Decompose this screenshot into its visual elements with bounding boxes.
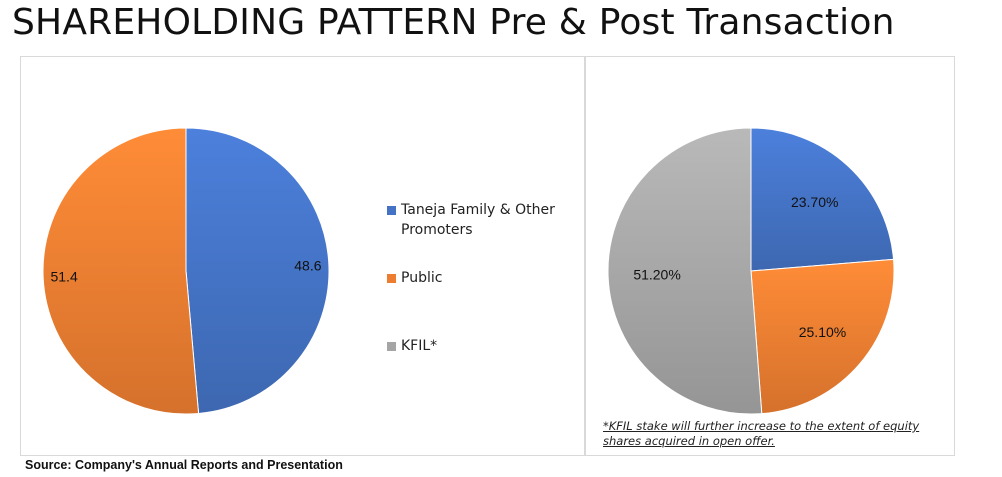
- pre-transaction-pie-chart: 48.6 51.4: [42, 127, 330, 415]
- post-data-label-0: 23.70%: [791, 194, 838, 210]
- post-transaction-pie-chart: 23.70% 25.10% 51.20%: [607, 127, 895, 415]
- legend-label-kfil: KFIL*: [401, 338, 438, 354]
- pre-slice-1: [42, 127, 200, 415]
- post-slice-1: [750, 258, 895, 415]
- legend-label-public: Public: [401, 270, 443, 286]
- post-data-label-1: 25.10%: [799, 324, 846, 340]
- pre-data-label-1: 51.4: [50, 268, 77, 284]
- kfil-footnote: *KFIL stake will further increase to the…: [603, 419, 920, 448]
- pre-slice-0: [185, 127, 330, 414]
- legend-swatch-public: [387, 274, 396, 283]
- legend-item-kfil: KFIL*: [383, 336, 437, 356]
- source-note: Source: Company's Annual Reports and Pre…: [25, 458, 343, 472]
- pre-transaction-panel: 48.6 51.4 Taneja Family & Other Promoters…: [20, 56, 585, 456]
- legend-item-public: Public: [383, 268, 442, 288]
- post-slice-2: [607, 127, 763, 415]
- legend-label-promoters: Taneja Family & Other Promoters: [401, 202, 555, 238]
- post-data-label-2: 51.20%: [633, 267, 680, 283]
- page-title: SHAREHOLDING PATTERN Pre & Post Transact…: [12, 2, 895, 43]
- pre-data-label-0: 48.6: [294, 258, 321, 274]
- post-transaction-panel: 23.70% 25.10% 51.20% *KFIL stake will furt…: [585, 56, 955, 456]
- legend-swatch-kfil: [387, 342, 396, 351]
- legend-item-promoters: Taneja Family & Other Promoters: [383, 200, 583, 240]
- legend-swatch-promoters: [387, 206, 396, 215]
- post-slice-0: [750, 127, 895, 272]
